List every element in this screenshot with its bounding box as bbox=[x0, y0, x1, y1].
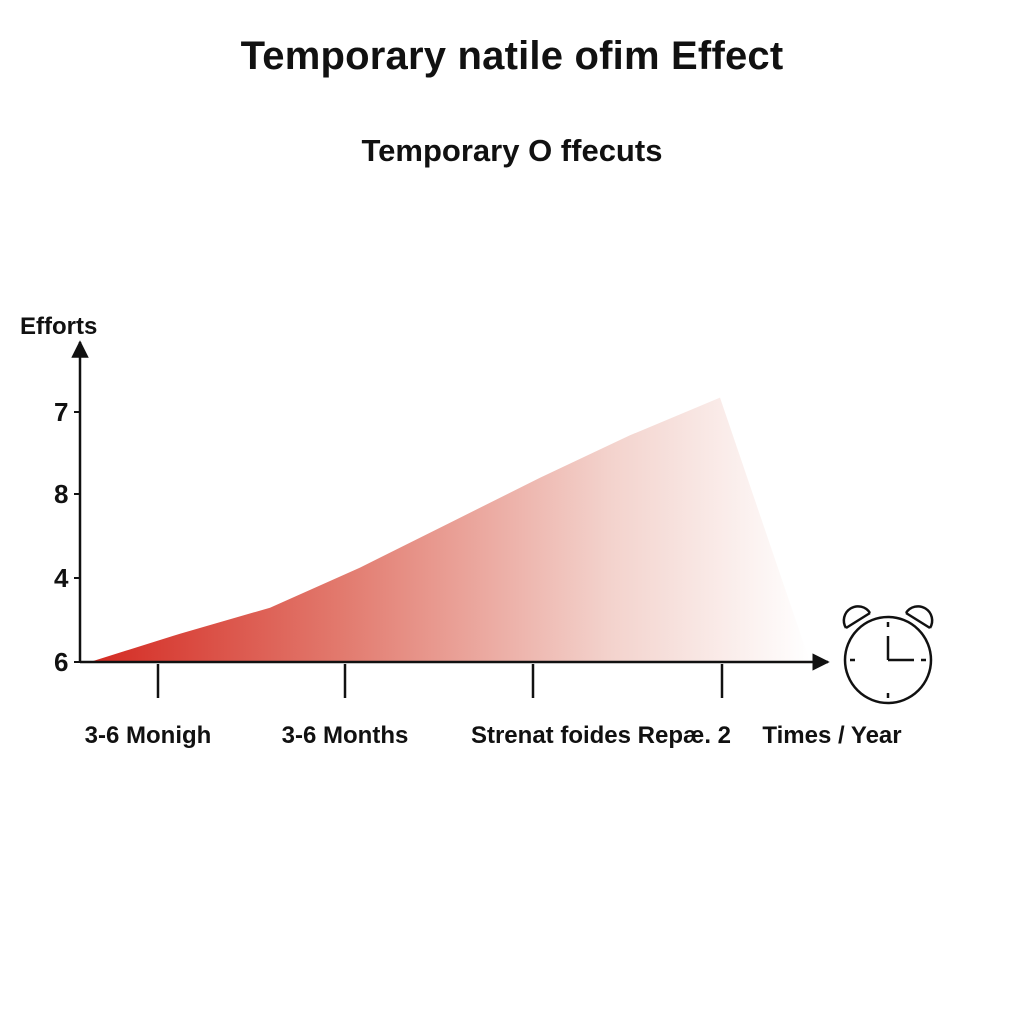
chart-title: Temporary natile ofim Effect bbox=[240, 34, 784, 78]
area-series bbox=[90, 397, 810, 662]
alarm-clock-icon bbox=[842, 605, 934, 705]
x-tick-label: 3-6 Months bbox=[282, 722, 409, 749]
y-tick-label: 7 bbox=[54, 397, 68, 427]
y-tick-label: 4 bbox=[54, 563, 69, 593]
y-tick-label: 8 bbox=[54, 479, 68, 509]
x-tick-label: Strenat foides Repæ. 2 bbox=[471, 722, 731, 749]
chart-subtitle: Temporary O ffecuts bbox=[361, 133, 663, 168]
x-tick-label: 3-6 Monigh bbox=[85, 722, 212, 749]
y-axis-label: Efforts bbox=[20, 313, 97, 340]
y-tick-label: 6 bbox=[54, 647, 68, 677]
x-tick-label: Times / Year bbox=[762, 722, 901, 749]
